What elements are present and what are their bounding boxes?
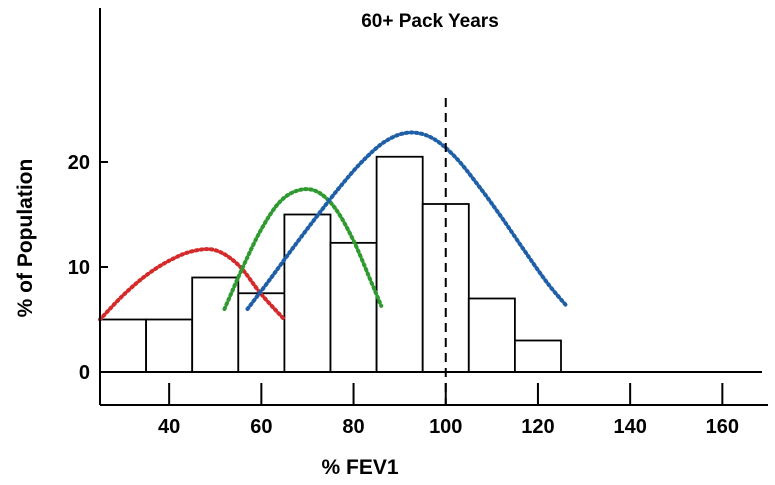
- bar-35-45: [145, 318, 194, 373]
- y-tick-label-20: 20: [68, 152, 90, 174]
- y-tick-label-10: 10: [68, 257, 90, 279]
- blue-fit-curve: [245, 130, 568, 311]
- red-fit-curve: [98, 247, 287, 322]
- bar-105-115: [467, 297, 516, 373]
- bar-85-95: [375, 155, 424, 373]
- x-tick-label-80: 80: [342, 416, 364, 438]
- x-tick-label-40: 40: [158, 416, 180, 438]
- ticks-group: 0 10 20 40 60 80 100 120 140 160: [68, 152, 739, 438]
- x-tick-label-140: 140: [613, 416, 646, 438]
- y-axis-label: % of Population: [14, 159, 37, 318]
- curves-group: [98, 130, 568, 322]
- green-fit-curve: [222, 187, 384, 311]
- bar-65-75: [283, 213, 332, 373]
- bar-55-65: [237, 292, 286, 373]
- bar-75-85: [329, 241, 378, 373]
- bars-group: [99, 155, 562, 373]
- bar-25-35: [99, 318, 147, 373]
- bar-115-125: [514, 339, 562, 373]
- x-tick-label-60: 60: [250, 416, 272, 438]
- x-tick-label-160: 160: [706, 416, 739, 438]
- y-tick-label-0: 0: [79, 362, 90, 384]
- x-axis-label: % FEV1: [321, 456, 398, 479]
- axes-group: [99, 8, 768, 406]
- x-tick-label-120: 120: [521, 416, 554, 438]
- x-tick-label-100: 100: [429, 416, 462, 438]
- chart-title: 60+ Pack Years: [361, 11, 499, 32]
